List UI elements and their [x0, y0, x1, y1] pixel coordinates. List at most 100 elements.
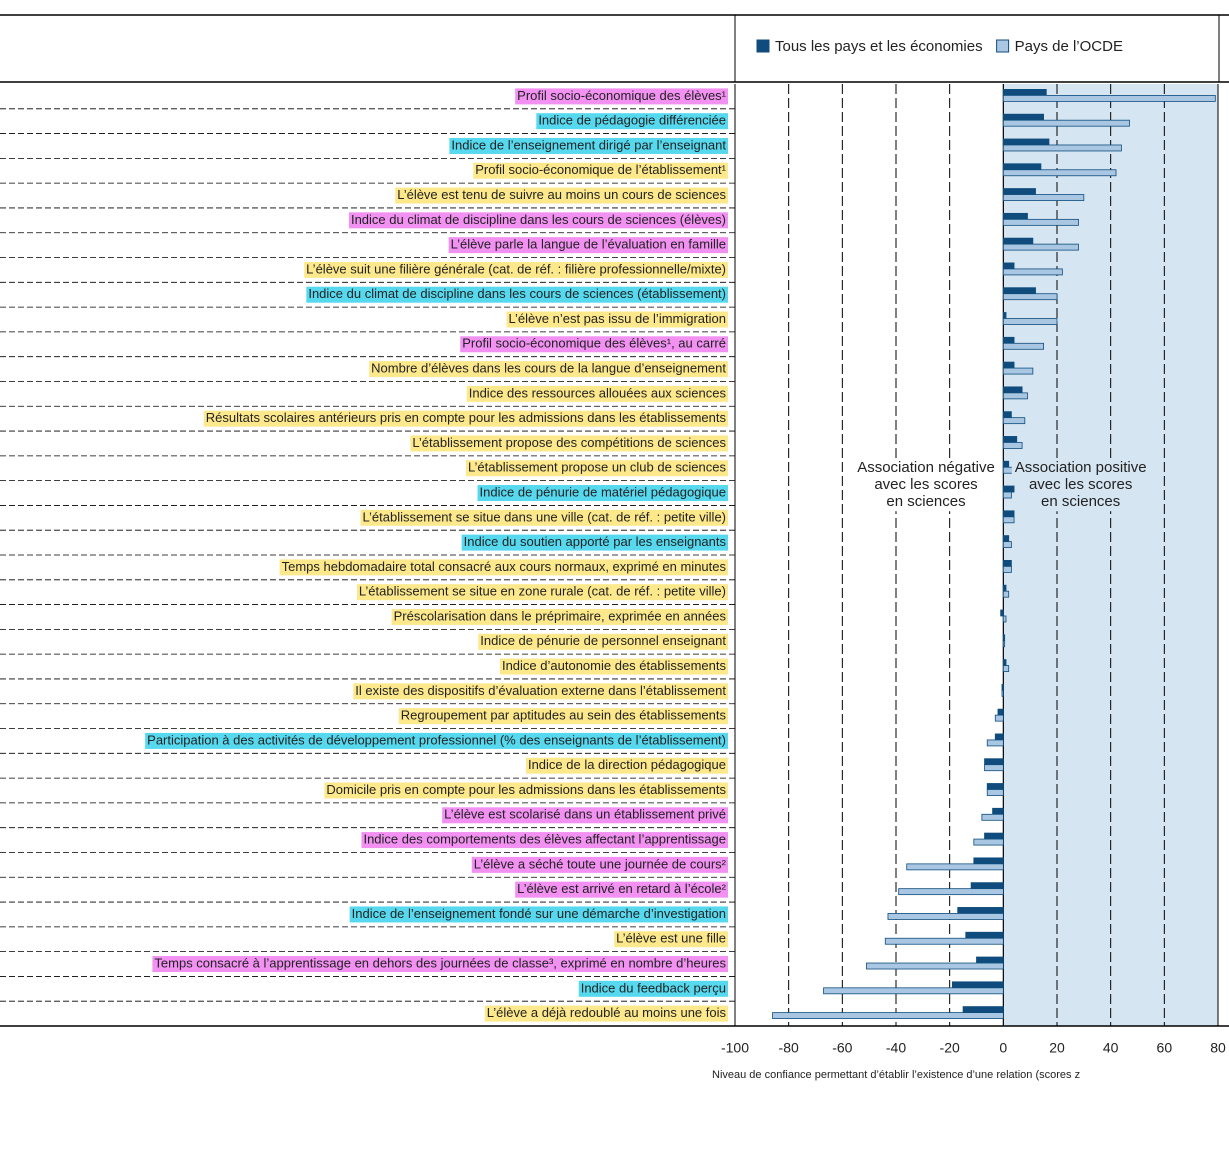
- bar: [772, 1012, 1004, 1020]
- bar: [1002, 516, 1015, 524]
- bar: [1002, 287, 1036, 295]
- bar: [957, 907, 1004, 914]
- label-highlight: [461, 534, 728, 551]
- category-label: L’élève est arrivé en retard à l’école²: [517, 881, 727, 896]
- annotation-bg: [871, 476, 981, 495]
- category-label: Indice du soutien apporté par les enseig…: [464, 534, 727, 549]
- category-label: L’élève est tenu de suivre au moins un c…: [397, 187, 726, 202]
- category-label: Indice des ressources allouées aux scien…: [469, 385, 727, 400]
- bar: [973, 857, 1004, 865]
- bar: [1002, 565, 1012, 573]
- label-highlight: [152, 956, 728, 973]
- x-tick-label: -20: [940, 1040, 960, 1056]
- bar: [866, 962, 1004, 970]
- category-label: Indice de pénurie de matériel pédagogiqu…: [480, 484, 726, 499]
- category-label: Participation à des activités de dévelop…: [147, 732, 726, 747]
- bar: [1001, 689, 1004, 697]
- bar: [962, 1006, 1004, 1014]
- category-label: Indice du feedback perçu: [581, 980, 726, 995]
- category-label: L’élève a déjà redoublé au moins une foi…: [487, 1005, 727, 1020]
- bar: [1002, 392, 1028, 400]
- bar: [970, 882, 1004, 890]
- label-highlight: [279, 559, 728, 576]
- bar: [1002, 559, 1012, 567]
- bar: [1002, 659, 1007, 666]
- category-label: Préscolarisation dans le préprimaire, ex…: [394, 608, 727, 623]
- annotation-bg: [1025, 476, 1136, 495]
- category-label: L’établissement se situe en zone rurale …: [359, 584, 726, 599]
- annotation-bg: [854, 459, 998, 478]
- legend-swatch: [756, 39, 770, 53]
- bar: [1002, 169, 1117, 177]
- category-label: Indice de pénurie de personnel enseignan…: [480, 633, 726, 648]
- bar: [997, 708, 1004, 716]
- label-highlight: [515, 881, 728, 898]
- bar: [1002, 460, 1010, 468]
- bar: [1002, 188, 1036, 195]
- category-label: L’élève parle la langue de l’évaluation …: [451, 237, 726, 252]
- bar: [1002, 367, 1034, 375]
- label-highlight: [306, 286, 728, 303]
- bar: [1002, 491, 1012, 499]
- category-label: Nombre d’élèves dans les cours de la lan…: [371, 361, 726, 376]
- label-highlight: [466, 460, 728, 477]
- bar: [906, 863, 1004, 871]
- label-highlight: [410, 435, 728, 452]
- bar: [1002, 485, 1015, 493]
- bar: [1002, 342, 1044, 350]
- bar: [1002, 510, 1015, 518]
- bar: [994, 714, 1004, 722]
- category-label: Indice du climat de discipline dans les …: [308, 286, 726, 301]
- label-highlight: [349, 906, 728, 923]
- bar: [973, 838, 1004, 846]
- bar: [1002, 194, 1085, 201]
- label-highlight: [348, 212, 728, 229]
- bar: [1002, 94, 1216, 102]
- category-label: Résultats scolaires antérieurs pris en c…: [206, 410, 727, 425]
- bar: [981, 813, 1004, 821]
- label-highlight: [391, 608, 728, 625]
- category-label: L’établissement propose des compétitions…: [412, 435, 726, 450]
- bar: [976, 956, 1004, 964]
- category-label: Il existe des dispositifs d’évaluation e…: [355, 683, 726, 698]
- label-highlight: [478, 633, 728, 650]
- bar: [986, 783, 1004, 790]
- legend-label: Pays de l’OCDE: [1015, 38, 1123, 55]
- annotation: en sciences: [1041, 493, 1120, 510]
- bar: [1002, 237, 1034, 245]
- label-highlight: [356, 584, 728, 601]
- bar: [1002, 113, 1044, 121]
- category-label: Profil socio-économique des élèves¹: [517, 88, 726, 103]
- bar: [1002, 88, 1047, 96]
- annotation: avec les scores: [874, 476, 977, 493]
- legend-swatch: [996, 39, 1010, 53]
- bar: [1002, 436, 1018, 443]
- bar: [1002, 584, 1007, 592]
- x-tick-label: -40: [886, 1040, 906, 1056]
- label-highlight: [324, 782, 728, 799]
- label-highlight: [361, 832, 728, 849]
- category-label: Indice des comportements des élèves affe…: [363, 832, 726, 847]
- bar: [984, 764, 1004, 772]
- category-label: L’élève est scolarisé dans un établissem…: [444, 807, 726, 822]
- annotation: Association positive: [1015, 459, 1147, 476]
- category-label: Temps consacré à l’apprentissage en deho…: [154, 955, 726, 970]
- x-tick-label: 80: [1210, 1040, 1226, 1056]
- bar: [1002, 665, 1010, 672]
- bar: [1002, 243, 1079, 251]
- bar: [1002, 293, 1058, 301]
- bar: [1002, 640, 1006, 648]
- label-highlight: [473, 162, 728, 179]
- bar: [1002, 262, 1015, 270]
- label-highlight: [614, 931, 728, 948]
- label-highlight: [466, 385, 728, 402]
- bar: [884, 937, 1004, 945]
- bar: [965, 931, 1004, 939]
- label-highlight: [536, 113, 728, 130]
- x-axis-title: Niveau de confiance permettant d’établir…: [712, 1069, 1080, 1081]
- label-highlight: [360, 509, 728, 526]
- category-label: Indice d’autonomie des établissements: [502, 658, 727, 673]
- bar: [1001, 683, 1004, 691]
- bar: [951, 981, 1004, 989]
